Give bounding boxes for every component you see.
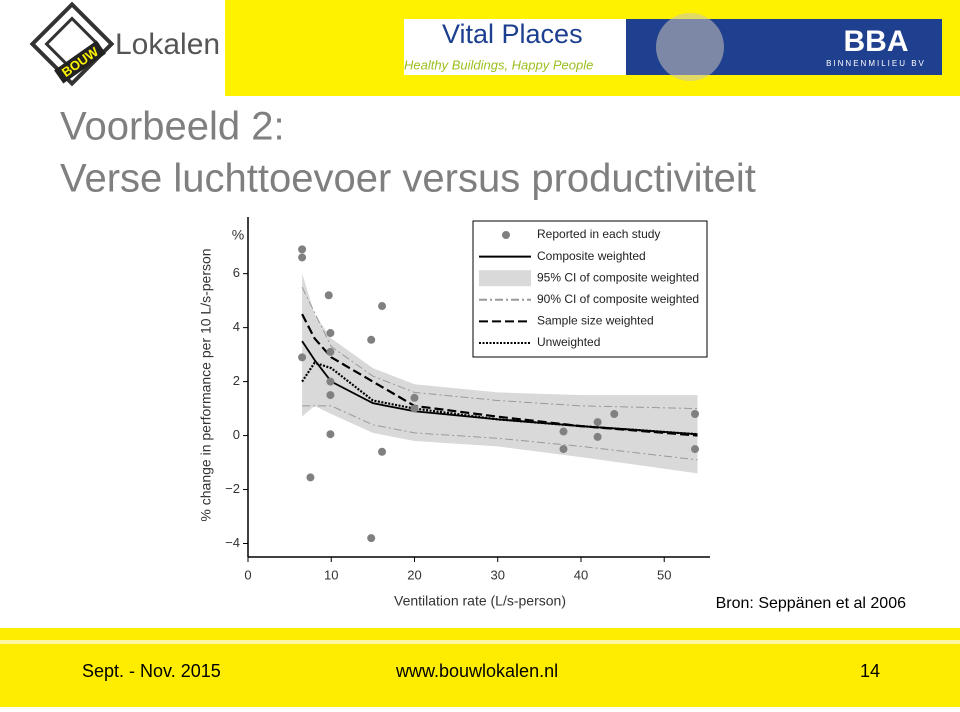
legend-label: 95% CI of composite weighted <box>537 270 699 284</box>
data-point <box>306 473 315 482</box>
y-unit: % <box>232 227 244 243</box>
data-point <box>367 534 376 543</box>
y-tick-label: 0 <box>233 427 240 442</box>
y-tick-label: 6 <box>233 265 240 280</box>
x-tick-label: 50 <box>657 567 671 582</box>
source-note: Bron: Seppänen et al 2006 <box>716 595 906 612</box>
y-axis-label: % change in performance per 10 L/s-perso… <box>198 248 214 521</box>
footer-date: Sept. - Nov. 2015 <box>82 661 221 681</box>
data-point <box>410 393 419 402</box>
data-point <box>326 430 335 439</box>
footer-url: www.bouwlokalen.nl <box>395 661 558 681</box>
legend-label: Composite weighted <box>537 249 646 263</box>
data-point <box>326 347 335 356</box>
data-point <box>691 409 700 418</box>
y-tick-label: −2 <box>225 481 240 496</box>
legend-label: Sample size weighted <box>537 314 654 328</box>
x-tick-label: 0 <box>244 567 251 582</box>
curve <box>301 361 698 436</box>
data-point <box>559 427 568 436</box>
data-point <box>326 377 335 386</box>
page-number: 14 <box>860 661 880 681</box>
x-tick-label: 40 <box>574 567 588 582</box>
data-point <box>610 409 619 418</box>
data-point <box>298 253 307 262</box>
logo-diamond <box>29 1 115 87</box>
data-point <box>298 353 307 362</box>
legend-label: 90% CI of composite weighted <box>537 292 699 306</box>
data-point <box>593 418 602 427</box>
legend-symbol <box>479 270 531 287</box>
slide-body <box>0 96 960 628</box>
data-point <box>593 432 602 441</box>
logo-badge-bg <box>54 40 106 84</box>
y-tick-label: 4 <box>233 319 240 334</box>
data-point <box>326 329 335 338</box>
data-point <box>691 445 700 454</box>
data-point <box>326 391 335 400</box>
x-tick-label: 20 <box>407 567 421 582</box>
vital-title: Vital Places <box>442 19 583 49</box>
x-tick-label: 10 <box>324 567 338 582</box>
x-tick-label: 30 <box>490 567 504 582</box>
nautilus <box>656 13 724 81</box>
data-point <box>410 404 419 413</box>
data-point <box>367 335 376 344</box>
data-point <box>298 245 307 254</box>
y-tick-label: −4 <box>225 535 240 550</box>
bba-subtitle: BINNENMILIEU BV <box>826 59 926 68</box>
legend-label: Unweighted <box>537 335 600 349</box>
bba-title: BBA <box>844 25 909 58</box>
ci-bound <box>301 286 698 410</box>
ci-bound <box>302 405 698 461</box>
data-point <box>324 291 333 300</box>
slide-title: Verse luchttoevoer versus productiviteit <box>60 157 756 201</box>
x-axis-label: Ventilation rate (L/s-person) <box>394 593 566 609</box>
logo-text: Lokalen <box>115 28 220 61</box>
vital-tagline: Healthy Buildings, Happy People <box>404 57 593 72</box>
data-point <box>378 302 387 311</box>
data-point <box>378 447 387 456</box>
data-point <box>559 445 568 454</box>
legend-symbol <box>502 231 510 239</box>
legend-label: Reported in each study <box>537 227 660 241</box>
vital-bg <box>404 19 626 75</box>
legend-box <box>472 220 708 358</box>
slide-title: Voorbeeld 2: <box>60 105 285 149</box>
y-tick-label: 2 <box>233 373 240 388</box>
footer-stripe <box>0 640 960 644</box>
